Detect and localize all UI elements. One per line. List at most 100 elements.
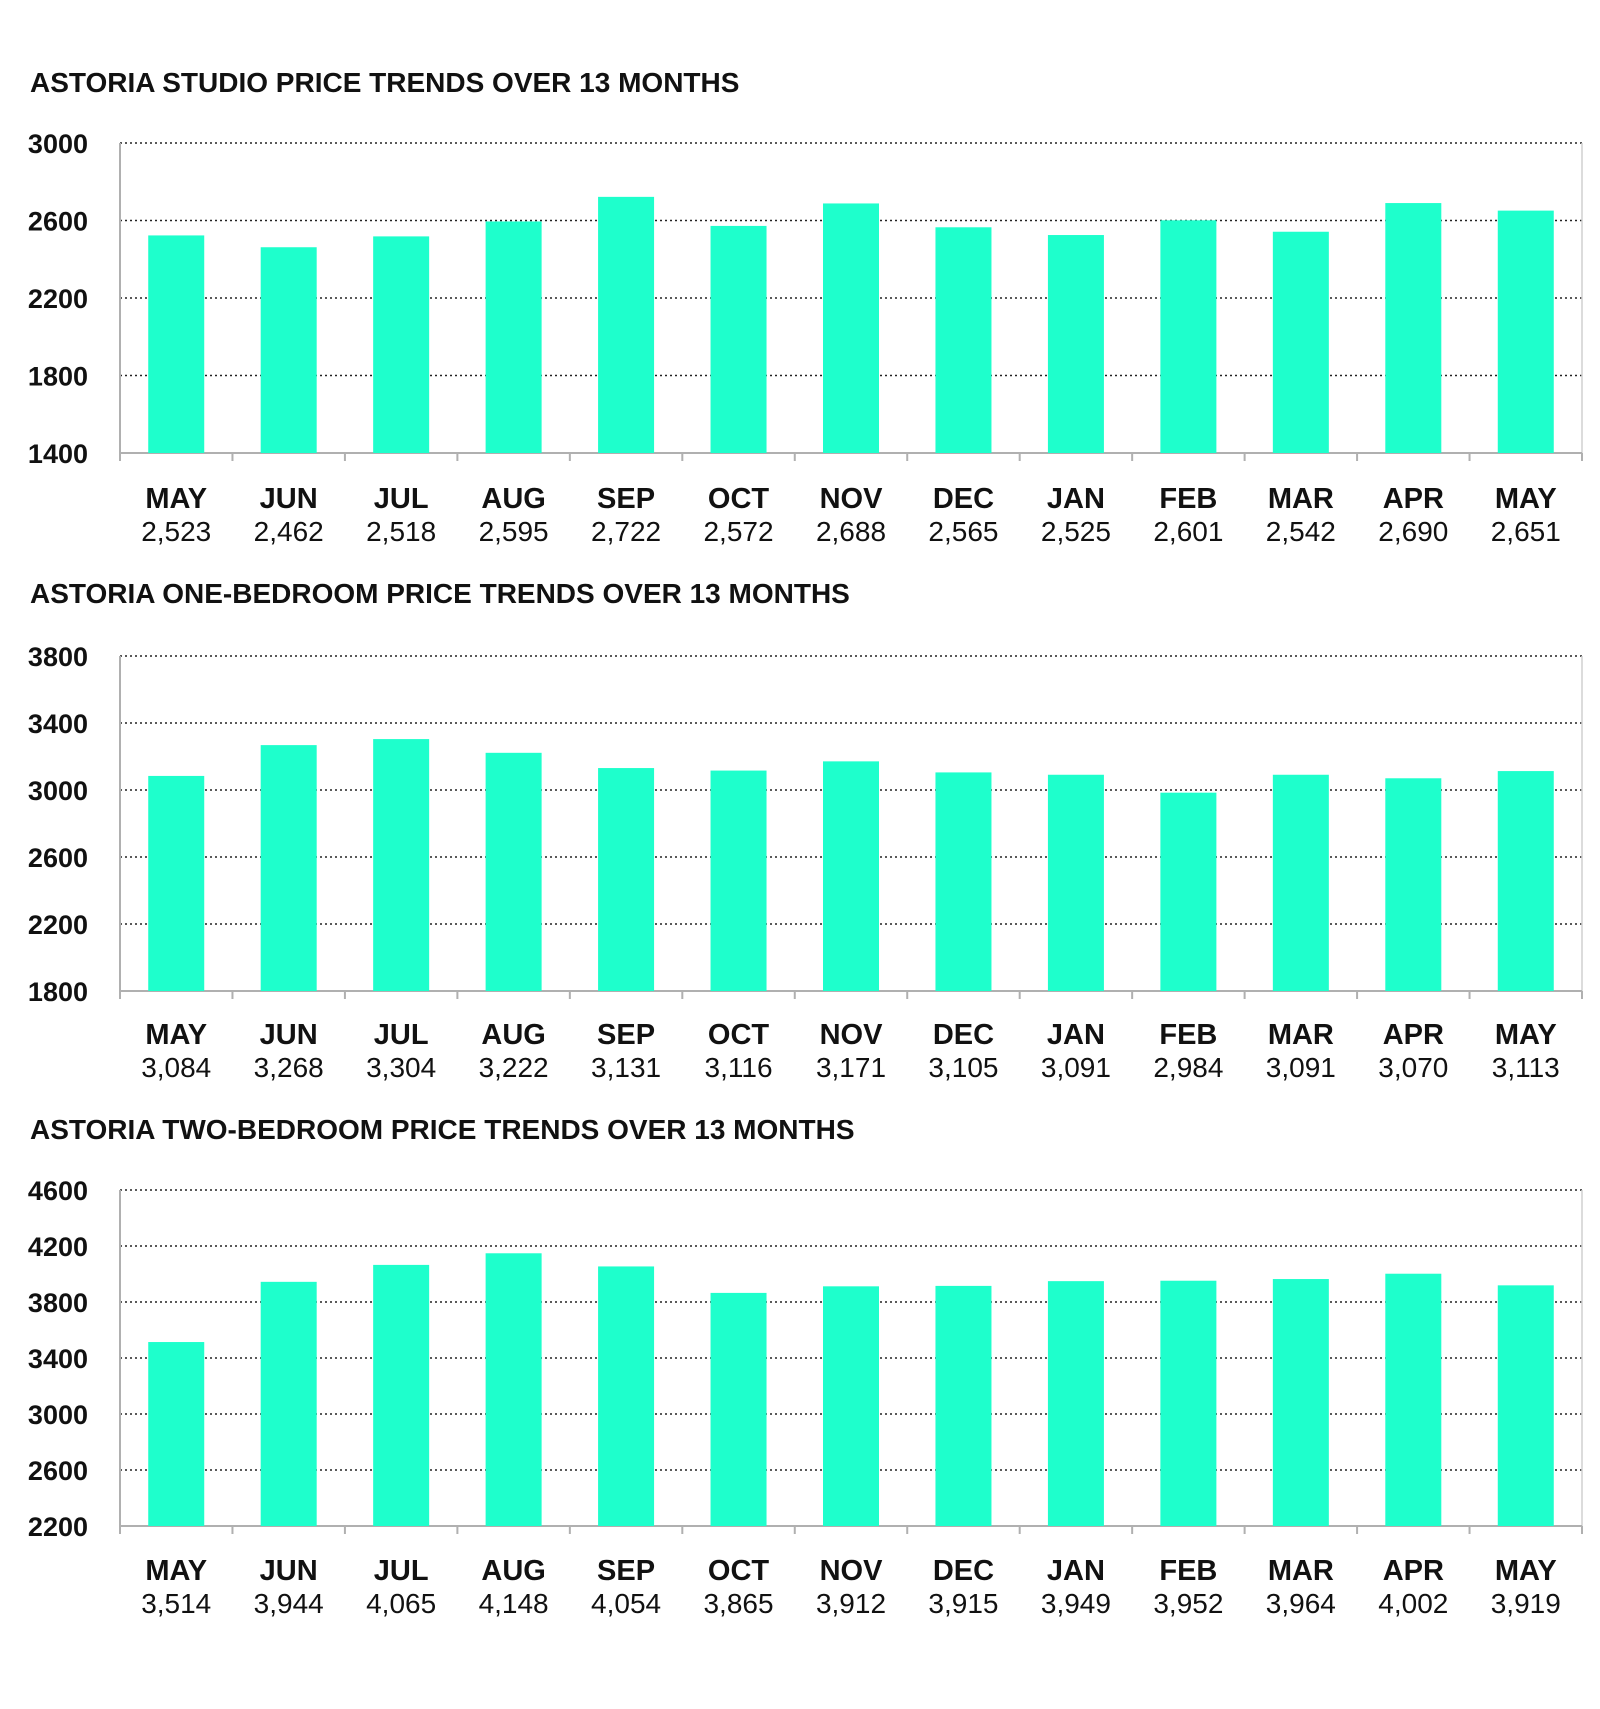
bar xyxy=(260,247,317,453)
data-value-label: 3,091 xyxy=(1266,1052,1336,1083)
bar xyxy=(373,236,430,453)
bar xyxy=(148,1342,205,1526)
data-value-label: 3,915 xyxy=(928,1588,998,1619)
x-category-label: JUL xyxy=(374,1555,429,1587)
data-value-label: 3,113 xyxy=(1492,1052,1560,1083)
data-value-label: 2,601 xyxy=(1153,516,1223,547)
y-tick-label: 2600 xyxy=(28,1456,88,1486)
x-category-label: MAY xyxy=(145,1555,207,1587)
chart-title: ASTORIA STUDIO PRICE TRENDS OVER 13 MONT… xyxy=(30,67,739,98)
y-tick-label: 2200 xyxy=(28,284,88,314)
x-category-label: APR xyxy=(1383,1019,1444,1051)
data-value-label: 3,091 xyxy=(1041,1052,1111,1083)
bar xyxy=(1272,1279,1329,1526)
bar xyxy=(935,1285,992,1526)
data-value-label: 3,304 xyxy=(366,1052,436,1083)
data-value-label: 2,595 xyxy=(479,516,549,547)
bar xyxy=(485,1253,542,1526)
x-category-label: SEP xyxy=(597,483,655,515)
bar xyxy=(710,770,767,991)
x-category-label: JUL xyxy=(374,1019,429,1051)
data-value-label: 3,171 xyxy=(816,1052,886,1083)
bar xyxy=(260,745,317,991)
y-tick-label: 4600 xyxy=(28,1176,88,1206)
x-category-label: AUG xyxy=(481,483,545,515)
y-tick-label: 3000 xyxy=(28,129,88,159)
x-category-label: MAY xyxy=(1495,483,1557,515)
data-value-label: 2,651 xyxy=(1491,516,1561,547)
data-value-label: 2,688 xyxy=(816,516,886,547)
bar xyxy=(1160,792,1217,991)
x-category-label: NOV xyxy=(820,1555,884,1587)
x-category-label: MAY xyxy=(1495,1555,1557,1587)
bar xyxy=(485,752,542,991)
data-value-label: 2,565 xyxy=(928,516,998,547)
bar xyxy=(1047,235,1104,453)
x-category-label: APR xyxy=(1383,483,1444,515)
y-tick-label: 2600 xyxy=(28,843,88,873)
y-tick-label: 2600 xyxy=(28,207,88,237)
bar xyxy=(1047,1281,1104,1526)
bar xyxy=(1497,771,1554,991)
data-value-label: 3,268 xyxy=(254,1052,324,1083)
data-value-label: 3,952 xyxy=(1153,1588,1223,1619)
x-category-label: DEC xyxy=(933,1019,994,1051)
data-value-label: 3,131 xyxy=(591,1052,661,1083)
y-tick-label: 2200 xyxy=(28,1512,88,1542)
data-value-label: 3,949 xyxy=(1041,1588,1111,1619)
data-value-label: 4,002 xyxy=(1378,1588,1448,1619)
bar xyxy=(1385,203,1442,453)
chart-title: ASTORIA ONE-BEDROOM PRICE TRENDS OVER 13… xyxy=(30,578,850,609)
data-value-label: 3,105 xyxy=(928,1052,998,1083)
data-value-label: 3,944 xyxy=(254,1588,324,1619)
chart-2: ASTORIA ONE-BEDROOM PRICE TRENDS OVER 13… xyxy=(28,578,1583,1083)
x-category-label: OCT xyxy=(708,483,770,515)
x-category-label: NOV xyxy=(820,483,884,515)
x-category-label: FEB xyxy=(1159,483,1217,515)
data-value-label: 3,514 xyxy=(141,1588,211,1619)
data-value-label: 2,984 xyxy=(1153,1052,1223,1083)
data-value-label: 3,865 xyxy=(703,1588,773,1619)
data-value-label: 2,572 xyxy=(703,516,773,547)
y-tick-label: 3400 xyxy=(28,709,88,739)
data-value-label: 2,523 xyxy=(141,516,211,547)
data-value-label: 4,065 xyxy=(366,1588,436,1619)
x-category-label: MAR xyxy=(1268,1019,1334,1051)
x-category-label: JUL xyxy=(374,483,429,515)
bar xyxy=(1160,220,1217,453)
bar xyxy=(935,772,992,991)
bar xyxy=(373,1264,430,1526)
x-category-label: JAN xyxy=(1047,1555,1105,1587)
bar xyxy=(1497,1285,1554,1526)
x-category-label: JUN xyxy=(260,483,318,515)
bar xyxy=(823,203,879,453)
bar xyxy=(1272,231,1329,453)
data-value-label: 3,070 xyxy=(1378,1052,1448,1083)
y-tick-label: 3800 xyxy=(28,642,88,672)
x-category-label: MAR xyxy=(1268,1555,1334,1587)
x-category-label: MAY xyxy=(1495,1019,1557,1051)
data-value-label: 3,084 xyxy=(141,1052,211,1083)
x-category-label: NOV xyxy=(820,1019,884,1051)
x-category-label: JAN xyxy=(1047,483,1105,515)
data-value-label: 2,690 xyxy=(1378,516,1448,547)
y-tick-label: 1800 xyxy=(28,362,88,392)
x-category-label: OCT xyxy=(708,1555,770,1587)
bar xyxy=(598,196,655,454)
y-tick-label: 4200 xyxy=(28,1232,88,1262)
bar xyxy=(1497,210,1554,453)
bar xyxy=(823,1286,879,1526)
x-category-label: JAN xyxy=(1047,1019,1105,1051)
bar xyxy=(148,775,205,991)
bar xyxy=(598,1266,655,1526)
data-value-label: 2,525 xyxy=(1041,516,1111,547)
bar xyxy=(485,221,542,453)
bar xyxy=(935,227,992,453)
y-tick-label: 1400 xyxy=(28,439,88,469)
bar xyxy=(710,225,767,453)
data-value-label: 2,462 xyxy=(254,516,324,547)
data-value-label: 3,222 xyxy=(479,1052,549,1083)
x-category-label: JUN xyxy=(260,1555,318,1587)
y-tick-label: 3000 xyxy=(28,776,88,806)
